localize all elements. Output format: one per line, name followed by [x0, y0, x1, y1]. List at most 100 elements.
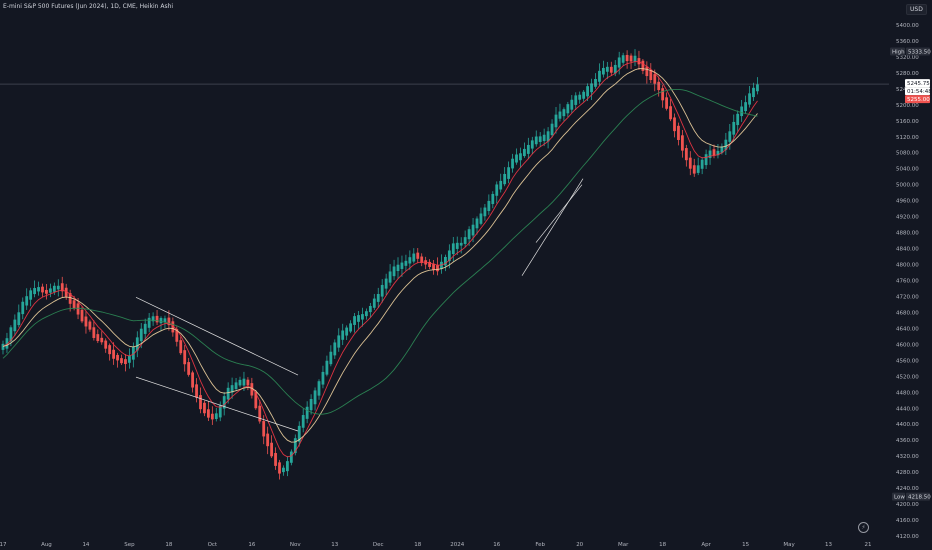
bull-candle [333, 339, 337, 359]
candle-body [451, 243, 455, 255]
time-tick-label: Dec [373, 542, 384, 548]
bull-candle [372, 293, 376, 310]
candle-body [250, 383, 254, 396]
trend-line [135, 376, 299, 432]
candle-body [400, 262, 404, 269]
bull-candle [52, 282, 56, 295]
candle-body [665, 97, 668, 109]
candle-body [301, 415, 305, 428]
bull-candle [345, 325, 349, 341]
price-tag-bg [890, 47, 905, 56]
bull-candle [128, 348, 131, 369]
candle-body [29, 290, 33, 300]
bull-candle [238, 376, 242, 388]
price-tick-label: 4840.00 [896, 247, 919, 253]
bull-candle [337, 328, 341, 352]
price-tick-label: 4960.00 [896, 199, 919, 205]
candle-body [25, 296, 29, 306]
candle-body [167, 317, 171, 326]
price-tick-label: 4800.00 [896, 263, 919, 269]
candle-body [681, 135, 684, 151]
bull-candle [495, 181, 499, 204]
candle-body [515, 154, 518, 163]
bull-candle [388, 264, 392, 286]
currency-button[interactable]: USD [906, 4, 927, 15]
candle-body [428, 261, 431, 267]
bull-candle [748, 85, 751, 108]
candle-body [147, 317, 151, 328]
bull-candle [582, 89, 586, 102]
candle-body [317, 381, 321, 396]
candle-body [226, 387, 230, 400]
candle-body [41, 286, 44, 293]
price-tick-label: 4160.00 [896, 518, 919, 524]
bear-candle [424, 256, 428, 270]
price-tag-bg [892, 492, 905, 501]
bull-candle [33, 280, 36, 298]
candle-body [392, 266, 396, 277]
bull-candle [451, 236, 455, 262]
candle-body [337, 335, 341, 348]
time-tick-label: 21 [865, 542, 872, 548]
candle-body [534, 136, 538, 145]
time-tick-label: Mar [618, 542, 629, 548]
bull-candle [491, 191, 495, 209]
bull-candle [570, 95, 574, 114]
bear-candle [432, 260, 435, 275]
candle-body [471, 224, 475, 236]
lightning-icon[interactable]: ⚡ [858, 522, 869, 533]
candle-body [724, 139, 728, 150]
candle-body [475, 218, 479, 229]
price-tick-label: 4240.00 [896, 486, 919, 492]
bear-candle [179, 336, 183, 355]
candle-body [574, 95, 578, 105]
candle-body [684, 148, 688, 161]
bear-candle [116, 352, 119, 368]
candle-body [420, 256, 424, 263]
bull-candle [487, 194, 491, 215]
candle-body [444, 256, 447, 266]
candle-body [507, 167, 510, 179]
candle-body [459, 242, 463, 246]
candle-body [582, 91, 586, 99]
candle-body [131, 346, 135, 360]
candle-body [661, 88, 665, 101]
bull-candle [594, 73, 597, 89]
bear-candle [155, 309, 159, 326]
bear-candle [258, 400, 262, 424]
candle-body [550, 123, 554, 136]
candle-body [297, 425, 301, 442]
bear-candle [124, 354, 127, 372]
bear-candle [661, 85, 665, 108]
bear-candle [92, 320, 96, 341]
candle-body [519, 153, 522, 161]
candle-body [495, 184, 499, 196]
candle-body [199, 395, 202, 410]
price-tag-text: High [892, 50, 905, 56]
bull-candle [282, 465, 285, 476]
candle-body [467, 229, 471, 240]
candle-body [353, 316, 356, 325]
bear-candle [266, 426, 270, 455]
price-tag-text: Low [894, 495, 905, 501]
candle-body [68, 293, 72, 304]
bull-candle [21, 297, 25, 320]
time-tick-label: May [783, 542, 795, 548]
candle-body [487, 200, 491, 211]
ema-value-tag: 5255.00 [905, 95, 930, 104]
bull-candle [519, 147, 522, 168]
bear-candle [692, 158, 696, 177]
candle-body [254, 392, 258, 409]
candle-body [143, 323, 147, 334]
bull-candle [732, 114, 736, 142]
candle-body [380, 284, 384, 297]
bear-candle [84, 310, 88, 334]
price-tag-bg [905, 79, 930, 88]
candle-body [210, 413, 214, 420]
bear-candle [191, 370, 194, 393]
bear-candle [688, 151, 692, 176]
bull-candle [353, 312, 356, 333]
time-tick-label: 14 [82, 542, 89, 548]
trend-line [535, 184, 583, 243]
